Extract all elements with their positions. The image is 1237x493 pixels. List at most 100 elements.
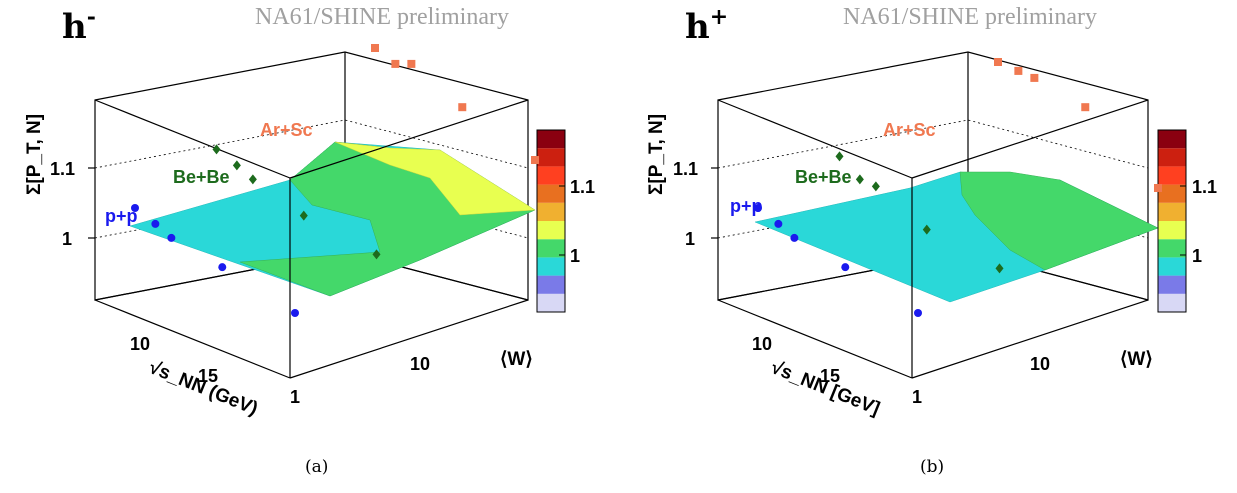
data-point-p+p	[774, 219, 783, 228]
panel-a: h- NA61/SHINE preliminary 1.1 1 Σ[P_T, N…	[24, 4, 595, 477]
label-pp: p+p	[105, 206, 138, 226]
palette-tick-label: 1.1	[570, 177, 595, 197]
w-axis-label: ⟨W⟩	[500, 349, 533, 370]
z-tick-label: 1	[62, 229, 72, 249]
w-tick-label: 1	[912, 387, 922, 407]
surface-region-green	[959, 171, 1159, 271]
box-edge	[911, 99, 1149, 179]
data-point-p+p	[167, 233, 176, 242]
palette-swatch	[537, 184, 565, 203]
w-tick-label: 10	[410, 354, 430, 374]
palette-swatch	[1158, 221, 1186, 240]
label-bebe: Be+Be	[173, 167, 230, 187]
data-point-Be+Be	[372, 249, 381, 260]
box-edge	[289, 99, 529, 179]
energy-tick-label: 10	[130, 334, 150, 354]
z-tick-label: 1.1	[673, 159, 698, 179]
data-markers	[754, 58, 1162, 317]
data-point-Be+Be	[922, 224, 931, 235]
data-point-p+p	[218, 263, 227, 272]
data-point-Be+Be	[299, 210, 308, 221]
data-point-Ar+Sc	[531, 156, 539, 164]
energy-tick-label: 10	[752, 334, 772, 354]
palette-swatch	[1158, 166, 1186, 185]
palette-swatch	[1158, 257, 1186, 276]
data-point-Be+Be	[855, 174, 864, 185]
data-point-p+p	[754, 204, 762, 212]
watermark: NA61/SHINE preliminary	[843, 4, 1097, 30]
palette-tick-label: 1	[570, 246, 580, 266]
data-point-Be+Be	[248, 174, 257, 185]
watermark: NA61/SHINE preliminary	[255, 4, 509, 30]
data-point-p+p	[151, 219, 160, 228]
label-bebe: Be+Be	[795, 167, 852, 187]
z-tick-label: 1.1	[50, 159, 75, 179]
palette-swatch	[537, 221, 565, 240]
palette-swatch	[537, 202, 565, 221]
box-edge	[717, 299, 913, 379]
surface	[129, 141, 536, 297]
panel-title: h+	[685, 4, 728, 47]
surface-region-yellow	[334, 141, 536, 216]
data-point-Ar+Sc	[1014, 66, 1023, 75]
palette-swatch	[1158, 184, 1186, 203]
palette-swatch	[537, 275, 565, 294]
data-point-Ar+Sc	[371, 44, 379, 52]
data-point-Ar+Sc	[458, 103, 467, 112]
data-point-p+p	[291, 309, 299, 317]
data-markers	[131, 44, 539, 317]
gridline-1.1	[94, 119, 529, 169]
palette-swatch	[1158, 202, 1186, 221]
box-edge	[94, 299, 291, 379]
data-point-p+p	[914, 309, 922, 317]
palette-frame	[536, 129, 566, 313]
palette-swatch	[537, 239, 565, 258]
data-point-Be+Be	[871, 181, 880, 192]
palette-swatch	[1158, 293, 1186, 312]
caption: (a)	[305, 457, 328, 477]
energy-tick-label: 15	[198, 366, 218, 386]
data-point-Ar+Sc	[994, 58, 1002, 66]
data-point-p+p	[131, 204, 139, 212]
palette-swatch	[1158, 275, 1186, 294]
w-tick-label: 1	[290, 387, 300, 407]
palette-frame	[1157, 129, 1187, 313]
caption: (b)	[920, 457, 944, 477]
palette-swatch	[537, 166, 565, 185]
palette-swatch	[537, 257, 565, 276]
palette-tick-label: 1	[1192, 246, 1202, 266]
palette-swatch	[1158, 148, 1186, 167]
data-point-Be+Be	[232, 160, 241, 171]
z-axis-label: Σ[P_T, N]	[646, 114, 667, 195]
label-arsc: Ar+Sc	[260, 120, 313, 140]
data-point-Ar+Sc	[1154, 184, 1162, 192]
data-point-Be+Be	[995, 263, 1004, 274]
data-point-p+p	[790, 233, 799, 242]
panel-title: h-	[62, 4, 96, 47]
box-edge	[289, 299, 529, 379]
energy-tick-label: 15	[820, 366, 840, 386]
panel-b: h+ NA61/SHINE preliminary 1.1 1 Σ[P_T, N…	[646, 4, 1217, 477]
box-edge	[911, 299, 1149, 379]
data-point-Ar+Sc	[1081, 103, 1090, 112]
palette-swatch	[537, 130, 565, 149]
palette-swatch	[537, 148, 565, 167]
box-edge	[94, 99, 291, 179]
palette-tick-label: 1.1	[1192, 177, 1217, 197]
z-axis-label: Σ[P_T, N]	[24, 114, 45, 195]
color-palette	[536, 129, 566, 313]
data-point-Ar+Sc	[407, 59, 416, 68]
color-palette	[1157, 129, 1187, 313]
box-edge	[717, 99, 913, 179]
surface	[754, 171, 1159, 303]
data-point-p+p	[841, 263, 850, 272]
data-point-Ar+Sc	[1030, 73, 1039, 82]
w-tick-label: 10	[1030, 354, 1050, 374]
w-axis-label: ⟨W⟩	[1120, 349, 1153, 370]
label-pp: p+p	[730, 196, 763, 216]
data-point-Ar+Sc	[391, 59, 400, 68]
data-point-Be+Be	[835, 151, 844, 162]
palette-swatch	[537, 293, 565, 312]
palette-swatch	[1158, 130, 1186, 149]
